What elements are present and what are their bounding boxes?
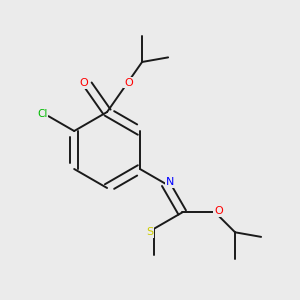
- Text: Cl: Cl: [37, 110, 48, 119]
- Text: O: O: [124, 78, 133, 88]
- Text: N: N: [166, 177, 174, 187]
- Text: S: S: [146, 227, 153, 237]
- Text: O: O: [80, 78, 88, 88]
- Text: O: O: [214, 206, 223, 216]
